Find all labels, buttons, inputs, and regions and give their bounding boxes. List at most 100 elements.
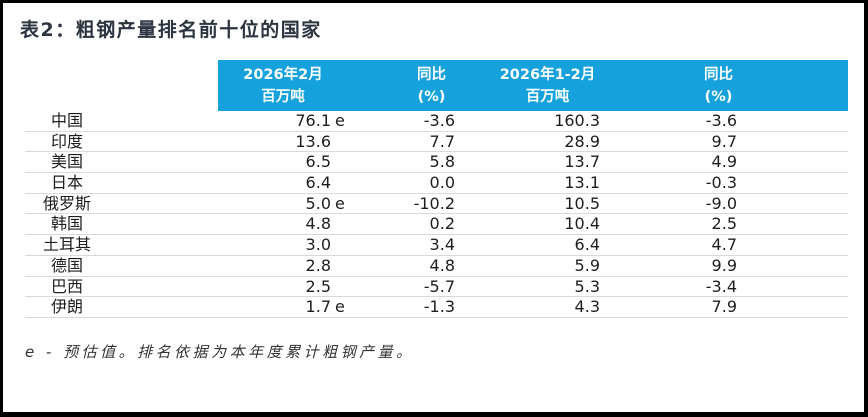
table-row: 土耳其 3.0 3.4 6.4 4.7 <box>25 235 848 256</box>
ytd-value: 13.7 <box>564 152 600 172</box>
row-filler <box>737 111 848 131</box>
footnote: e - 预估值。排名依据为本年度累计粗钢产量。 <box>25 343 415 361</box>
feb-value: 5.0 e <box>218 194 348 214</box>
ytd-value: 6.4 <box>574 235 600 255</box>
country-name: 印度 <box>50 131 83 151</box>
column-header-yoy-ytd-line2: (%) <box>704 89 733 105</box>
country-name: 中国 <box>50 111 83 130</box>
column-header-ytd: 2026年1-2月 百万吨 <box>455 60 600 111</box>
ytd-value: 5.9 <box>574 255 600 275</box>
ytd-value: 4.3 <box>574 297 600 317</box>
country-name: 伊朗 <box>50 297 83 317</box>
table-row: 日本 6.4 0.0 13.1 -0.3 <box>25 173 848 194</box>
ytd-value: 5.3 <box>574 276 600 296</box>
table-row: 印度 13.6 7.7 28.9 9.7 <box>25 132 848 153</box>
ytd-value: 160.3 <box>554 111 600 130</box>
table-row: 德国 2.8 4.8 5.9 9.9 <box>25 256 848 277</box>
column-header-yoy-ytd-line1: 同比 <box>704 67 733 83</box>
feb-value: 6.5 <box>305 152 331 172</box>
country-cell: 伊朗 <box>25 297 218 317</box>
feb-value: 13.6 <box>295 131 331 151</box>
row-filler <box>737 194 848 214</box>
table-header-row: 2026年2月 百万吨 同比 (%) 2026年1-2月 百万吨 同比 (%) <box>25 60 848 111</box>
country-cell: 美国 <box>25 152 218 172</box>
row-filler <box>737 152 848 172</box>
table-row: 美国 6.5 5.8 13.7 4.9 <box>25 152 848 174</box>
country-cell: 印度 <box>25 132 218 152</box>
yoy-ytd-value: 4.9 <box>711 152 737 172</box>
column-header-feb: 2026年2月 百万吨 <box>218 60 348 111</box>
column-header-feb-line1: 2026年2月 <box>243 67 323 83</box>
yoy-feb-value: -5.7 <box>423 276 455 296</box>
row-filler <box>737 277 848 297</box>
ytd-value: 10.5 <box>564 193 600 213</box>
ytd-value: 28.9 <box>564 131 600 151</box>
row-filler <box>737 173 848 193</box>
feb-value: 3.0 <box>305 235 331 255</box>
table-row: 伊朗 1.7 e -1.3 4.3 7.9 <box>25 297 848 318</box>
ytd-value: 13.1 <box>564 173 600 193</box>
country-cell: 土耳其 <box>25 235 218 255</box>
ytd-value: 10.4 <box>564 214 600 234</box>
yoy-ytd-value: -9.0 <box>705 193 737 213</box>
row-filler <box>737 132 848 152</box>
country-name: 韩国 <box>50 214 83 234</box>
feb-value: 4.8 <box>305 214 331 234</box>
table-row: 韩国 4.8 0.2 10.4 2.5 <box>25 214 848 236</box>
feb-value: 2.8 <box>305 255 331 275</box>
yoy-feb-value: 0.0 <box>429 173 455 193</box>
country-name: 俄罗斯 <box>42 193 91 213</box>
table-title: 表2：粗钢产量排名前十位的国家 <box>20 19 322 41</box>
yoy-ytd-value: 7.9 <box>711 297 737 317</box>
yoy-ytd-value: 2.5 <box>711 214 737 234</box>
column-header-yoy-feb: 同比 (%) <box>348 60 455 111</box>
table-body: 中国 76.1 e -3.6 160.3 -3.6 印度 13.6 7.7 28.… <box>25 111 848 318</box>
row-filler <box>737 235 848 255</box>
header-filler <box>737 60 848 111</box>
table-row: 中国 76.1 e -3.6 160.3 -3.6 <box>25 111 848 132</box>
column-header-feb-line2: 百万吨 <box>261 89 305 105</box>
yoy-feb-value: 3.4 <box>429 235 455 255</box>
estimate-flag: e <box>335 111 345 130</box>
row-filler <box>737 214 848 234</box>
estimate-flag: e <box>335 297 345 317</box>
yoy-feb-value: -1.3 <box>423 297 455 317</box>
yoy-ytd-value: -3.4 <box>705 276 737 296</box>
yoy-ytd-value: -0.3 <box>705 173 737 193</box>
table-row: 巴西 2.5 -5.7 5.3 -3.4 <box>25 277 848 298</box>
column-header-ytd-line1: 2026年1-2月 <box>499 67 596 83</box>
row-filler <box>737 256 848 276</box>
yoy-feb-value: -10.2 <box>413 193 455 213</box>
yoy-feb-value: 0.2 <box>429 214 455 234</box>
column-header-yoy-feb-line2: (%) <box>417 89 446 105</box>
yoy-ytd-value: 9.7 <box>711 131 737 151</box>
column-header-ytd-line2: 百万吨 <box>525 89 570 105</box>
yoy-ytd-value: 9.9 <box>711 255 737 275</box>
feb-value: 6.4 <box>305 173 331 193</box>
country-name: 美国 <box>50 152 83 172</box>
country-cell: 日本 <box>25 173 218 193</box>
column-header-yoy-ytd: 同比 (%) <box>600 60 737 111</box>
yoy-feb-value: 7.7 <box>429 131 455 151</box>
feb-value: 76.1 e <box>218 111 348 131</box>
column-header-yoy-feb-line1: 同比 <box>417 67 446 83</box>
country-name: 德国 <box>50 255 83 275</box>
country-name: 土耳其 <box>42 235 91 255</box>
country-cell: 中国 <box>25 111 218 131</box>
estimate-flag: e <box>335 193 345 213</box>
country-cell: 俄罗斯 <box>25 194 218 214</box>
header-empty-corner <box>25 60 218 111</box>
country-cell: 巴西 <box>25 277 218 297</box>
country-name: 巴西 <box>50 276 83 296</box>
table-row: 俄罗斯 5.0 e -10.2 10.5 -9.0 <box>25 194 848 215</box>
yoy-feb-value: 5.8 <box>429 152 455 172</box>
yoy-feb-value: -3.6 <box>423 111 455 130</box>
feb-value: 2.5 <box>305 276 331 296</box>
yoy-feb-value: 4.8 <box>429 255 455 275</box>
yoy-ytd-value: 4.7 <box>711 235 737 255</box>
yoy-ytd-value: -3.6 <box>705 111 737 130</box>
row-filler <box>737 297 848 317</box>
country-cell: 韩国 <box>25 214 218 234</box>
country-cell: 德国 <box>25 256 218 276</box>
